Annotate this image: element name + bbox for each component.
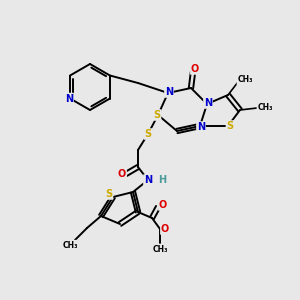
Text: S: S xyxy=(226,121,234,131)
Text: S: S xyxy=(153,110,161,120)
Text: S: S xyxy=(105,189,112,199)
Text: N: N xyxy=(144,175,152,185)
Text: N: N xyxy=(165,87,173,97)
Text: CH₃: CH₃ xyxy=(257,103,273,112)
Text: N: N xyxy=(197,122,205,132)
Text: O: O xyxy=(118,169,126,179)
Text: N: N xyxy=(204,98,212,108)
Text: O: O xyxy=(161,224,169,234)
Text: CH₃: CH₃ xyxy=(237,76,253,85)
Text: CH₃: CH₃ xyxy=(62,241,78,250)
Text: N: N xyxy=(65,94,73,103)
Text: O: O xyxy=(159,200,167,210)
Text: S: S xyxy=(144,129,152,139)
Text: CH₃: CH₃ xyxy=(152,244,168,253)
Text: O: O xyxy=(191,64,199,74)
Text: H: H xyxy=(158,175,166,185)
